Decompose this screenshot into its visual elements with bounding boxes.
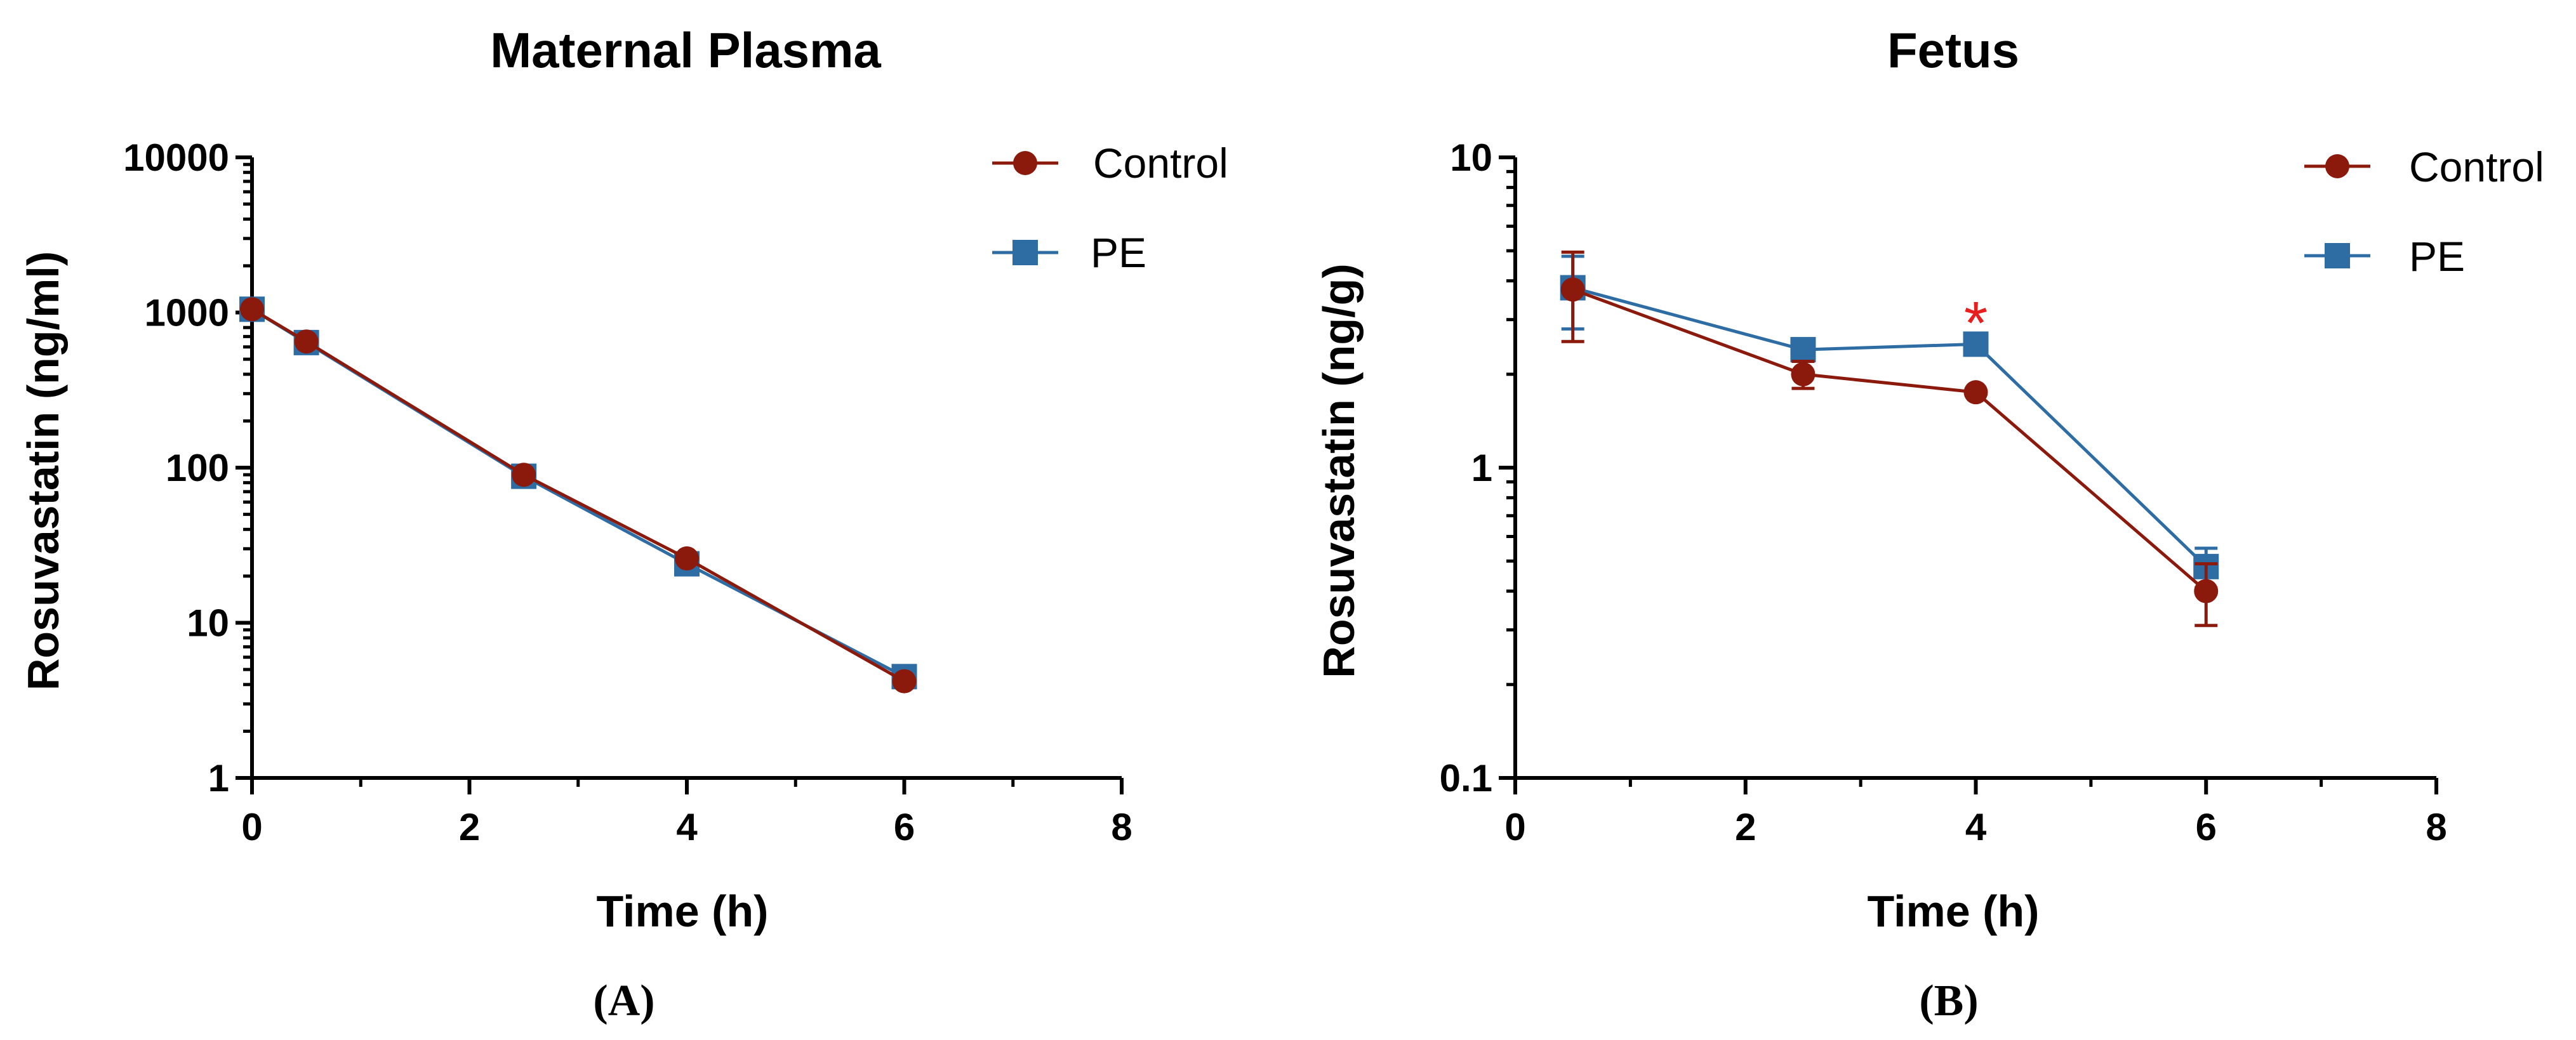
chart-a-legend: Control PE [992, 140, 1228, 276]
chart-maternal-plasma: Maternal Plasma Rosuvastatin (ng/ml) Tim… [18, 22, 1228, 1025]
series-control [1560, 250, 2219, 628]
series-line-control [1572, 287, 2207, 593]
data-point-pe [1963, 331, 1989, 357]
chart-b-panel-label: (B) [1919, 977, 1978, 1025]
y-tick-label: 10000 [123, 136, 229, 179]
chart-b-axes [1513, 157, 2436, 780]
chart-a-axes [250, 157, 1122, 780]
chart-a-x-ticks: 0 2 4 6 8 [241, 778, 1132, 848]
chart-a-ylabel: Rosuvastatin (ng/ml) [18, 251, 68, 690]
chart-a-legend-pe: PE [992, 229, 1146, 276]
chart-a-series [239, 296, 917, 694]
legend-control-label: Control [2409, 143, 2544, 190]
data-point-control [2194, 579, 2219, 603]
significance-star: * [1964, 289, 1988, 357]
x-tick-label: 6 [2196, 806, 2217, 848]
chart-b-series [1560, 250, 2219, 628]
legend-pe-label: PE [2409, 233, 2465, 280]
chart-b-legend-pe: PE [2304, 233, 2465, 280]
x-tick-label: 4 [1965, 806, 1987, 848]
chart-a-panel-label: (A) [593, 977, 654, 1025]
x-tick-label: 6 [894, 806, 915, 848]
x-tick-label: 0 [241, 806, 262, 848]
data-point-pe [1790, 337, 1816, 363]
chart-b-legend: Control PE [2304, 143, 2544, 280]
series-line-pe [251, 308, 905, 678]
x-tick-label: 8 [1111, 806, 1132, 848]
chart-b-y-ticks: 0.1 1 10 [1440, 136, 1515, 800]
legend-pe-marker [1012, 240, 1038, 265]
legend-pe-marker [2325, 243, 2350, 268]
chart-a-y-ticks: 1 10 100 1000 10000 [123, 136, 252, 800]
data-point-control [892, 669, 917, 694]
chart-b-legend-control: Control [2304, 143, 2544, 190]
y-tick-label: 10 [1450, 136, 1492, 179]
y-tick-label: 100 [166, 447, 229, 489]
series-line-pe [1572, 286, 2207, 568]
chart-fetus: Fetus Rosuvastatin (ng/g) Time (h) (B) 0… [1314, 22, 2544, 1025]
chart-a-legend-control: Control [992, 140, 1228, 187]
data-point-control [512, 463, 536, 487]
x-tick-label: 2 [459, 806, 480, 848]
data-point-control [240, 297, 264, 322]
chart-b-title: Fetus [1887, 22, 2019, 78]
chart-b-annotations: * [1964, 289, 1988, 357]
x-tick-label: 8 [2426, 806, 2447, 848]
legend-pe-label: PE [1091, 229, 1146, 276]
data-point-control [1963, 380, 1988, 405]
chart-a-xlabel: Time (h) [597, 886, 769, 936]
y-tick-label: 0.1 [1440, 757, 1492, 800]
legend-control-marker [1013, 151, 1037, 175]
legend-control-marker [2325, 154, 2349, 178]
y-tick-label: 1000 [145, 292, 229, 334]
x-tick-label: 4 [676, 806, 698, 848]
x-tick-label: 0 [1504, 806, 1525, 848]
y-tick-label: 1 [1471, 447, 1492, 489]
y-tick-label: 10 [187, 602, 229, 645]
legend-control-label: Control [1093, 140, 1228, 187]
data-point-control [1560, 277, 1585, 302]
series-line-control [251, 308, 905, 683]
chart-b-ylabel: Rosuvastatin (ng/g) [1314, 263, 1364, 678]
y-tick-label: 1 [208, 757, 229, 800]
data-point-control [675, 546, 699, 571]
chart-b-xlabel: Time (h) [1868, 886, 2040, 936]
x-tick-label: 2 [1735, 806, 1756, 848]
series-pe [1560, 254, 2219, 589]
chart-a-title: Maternal Plasma [490, 22, 881, 78]
chart-b-x-ticks: 0 2 4 6 8 [1504, 778, 2447, 848]
data-point-control [1791, 362, 1816, 386]
series-control [240, 297, 917, 694]
data-point-control [294, 329, 319, 354]
